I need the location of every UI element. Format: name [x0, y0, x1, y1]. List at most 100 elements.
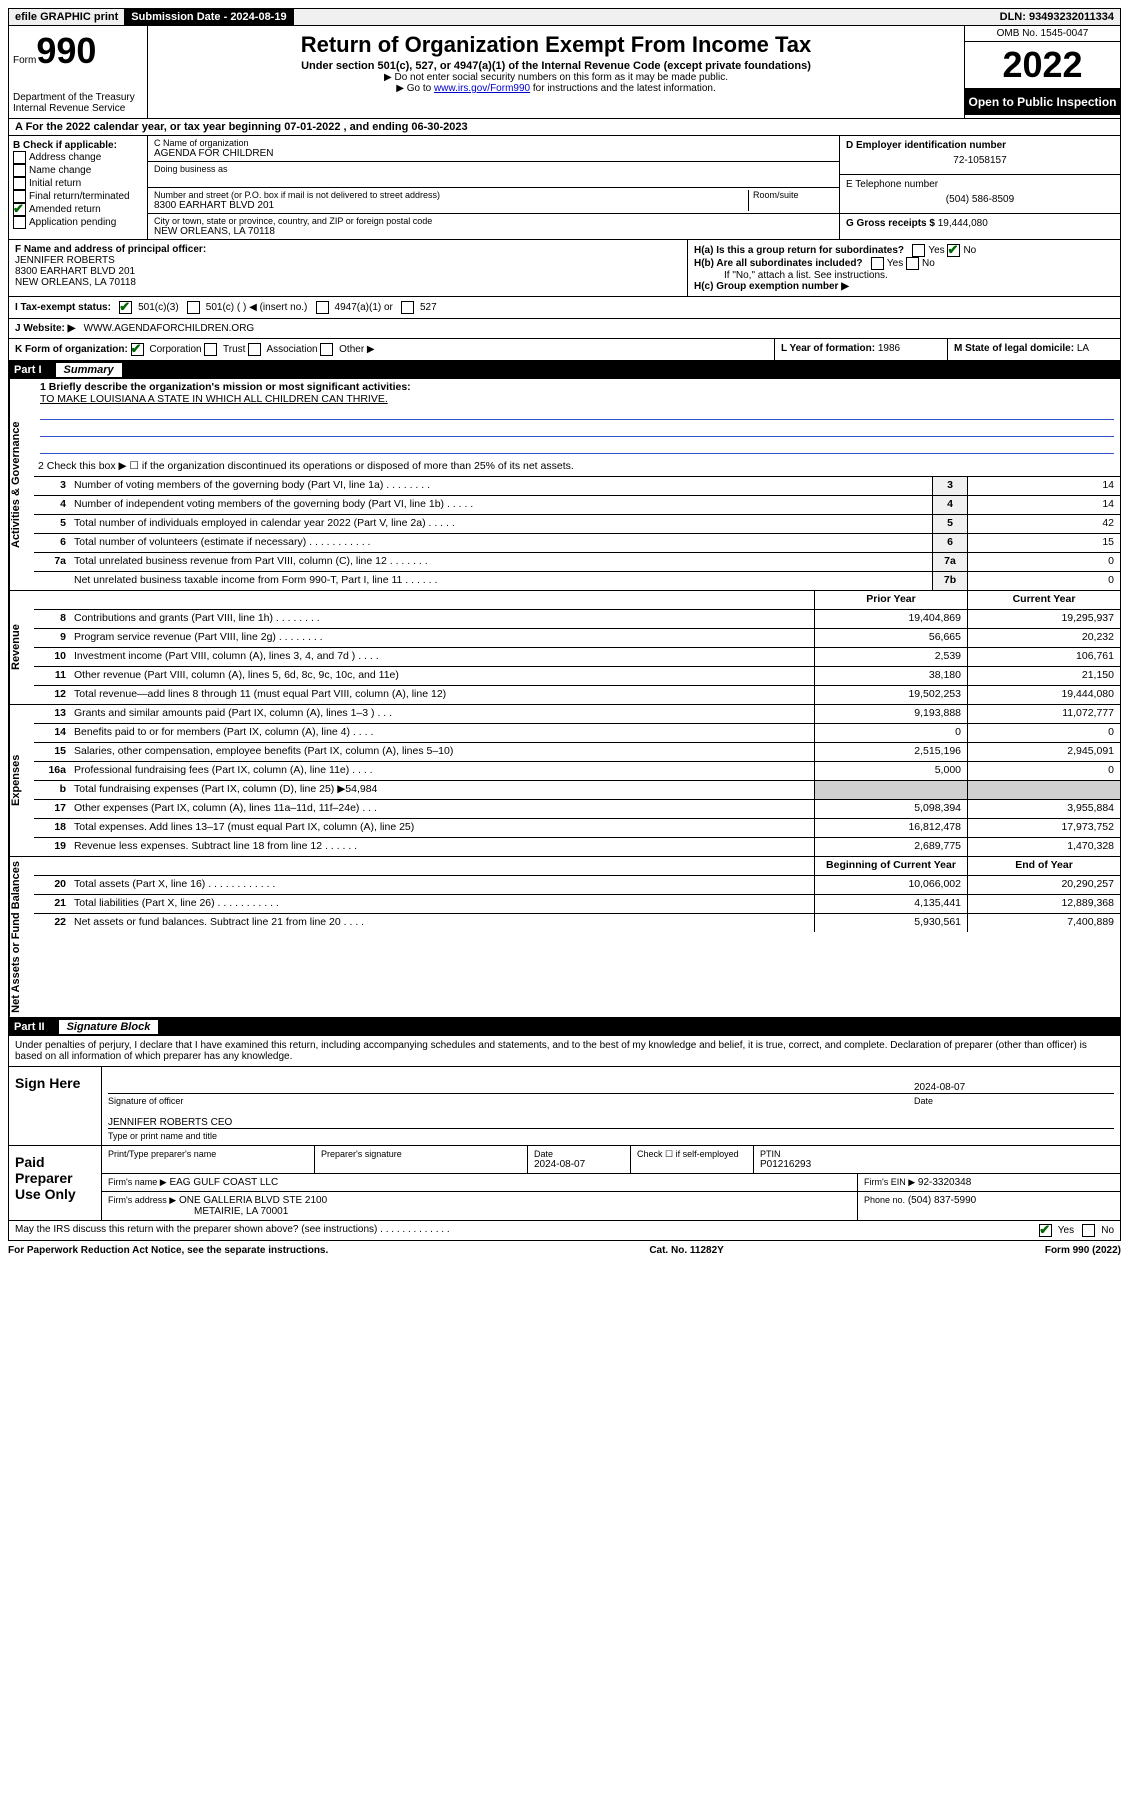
header-left: Form990 Department of the Treasury Inter… — [9, 26, 148, 118]
gov-row: 4Number of independent voting members of… — [34, 496, 1120, 515]
section-k-l-m: K Form of organization: Corporation Trus… — [8, 339, 1121, 361]
org-name: AGENDA FOR CHILDREN — [154, 148, 833, 159]
data-row: 9Program service revenue (Part VIII, lin… — [34, 629, 1120, 648]
top-bar: efile GRAPHIC print Submission Date - 20… — [8, 8, 1121, 26]
discuss-yes[interactable] — [1039, 1224, 1052, 1237]
501c[interactable] — [187, 301, 200, 314]
chk-initial[interactable]: Initial return — [13, 177, 143, 190]
ein: 72-1058157 — [846, 151, 1114, 170]
ha-yes[interactable] — [912, 244, 925, 257]
527[interactable] — [401, 301, 414, 314]
efile-label[interactable]: efile GRAPHIC print — [9, 9, 125, 25]
firm-ein: 92-3320348 — [918, 1177, 971, 1188]
mission: 1 Briefly describe the organization's mi… — [34, 379, 1120, 458]
chk-final[interactable]: Final return/terminated — [13, 190, 143, 203]
governance-block: Activities & Governance 1 Briefly descri… — [8, 379, 1121, 591]
discuss-no[interactable] — [1082, 1224, 1095, 1237]
header-center: Return of Organization Exempt From Incom… — [148, 26, 964, 118]
net-header: b Beginning of Current Year End of Year — [34, 857, 1120, 876]
website: WWW.AGENDAFORCHILDREN.ORG — [84, 323, 255, 334]
open-public: Open to Public Inspection — [965, 89, 1120, 115]
data-row: 12Total revenue—add lines 8 through 11 (… — [34, 686, 1120, 704]
chk-name[interactable]: Name change — [13, 164, 143, 177]
hb-no[interactable] — [906, 257, 919, 270]
irs-link[interactable]: www.irs.gov/Form990 — [434, 83, 530, 94]
gov-row: 6Total number of volunteers (estimate if… — [34, 534, 1120, 553]
data-row: 10Investment income (Part VIII, column (… — [34, 648, 1120, 667]
footer-right: Form 990 (2022) — [1045, 1245, 1121, 1256]
section-b-to-g: B Check if applicable: Address change Na… — [8, 136, 1121, 240]
revenue-block: Revenue b Prior Year Current Year 8Contr… — [8, 591, 1121, 705]
chk-pending[interactable]: Application pending — [13, 216, 143, 229]
net-assets-block: Net Assets or Fund Balances b Beginning … — [8, 857, 1121, 1018]
data-row: 15Salaries, other compensation, employee… — [34, 743, 1120, 762]
declaration: Under penalties of perjury, I declare th… — [9, 1036, 1120, 1066]
data-row: 22Net assets or fund balances. Subtract … — [34, 914, 1120, 932]
year-formation: 1986 — [878, 343, 900, 354]
k-other[interactable] — [320, 343, 333, 356]
subtitle: Under section 501(c), 527, or 4947(a)(1)… — [152, 60, 960, 72]
data-row: 21Total liabilities (Part X, line 26) . … — [34, 895, 1120, 914]
submission-date: Submission Date - 2024-08-19 — [125, 9, 293, 25]
ha-no[interactable] — [947, 244, 960, 257]
firm-addr: ONE GALLERIA BLVD STE 2100 — [179, 1195, 327, 1206]
dept: Department of the Treasury — [13, 92, 143, 103]
data-row: 20Total assets (Part X, line 16) . . . .… — [34, 876, 1120, 895]
section-f-h: F Name and address of principal officer:… — [8, 240, 1121, 297]
section-j: J Website: ▶ WWW.AGENDAFORCHILDREN.ORG — [8, 319, 1121, 339]
sign-here: Sign Here — [9, 1067, 102, 1145]
city: NEW ORLEANS, LA 70118 — [154, 226, 833, 237]
phone: (504) 586-8509 — [846, 190, 1114, 209]
street: 8300 EARHART BLVD 201 — [154, 200, 748, 211]
gov-row: Net unrelated business taxable income fr… — [34, 572, 1120, 590]
line-a: A For the 2022 calendar year, or tax yea… — [8, 119, 1121, 136]
data-row: 8Contributions and grants (Part VIII, li… — [34, 610, 1120, 629]
501c3[interactable] — [119, 301, 132, 314]
k-assoc[interactable] — [248, 343, 261, 356]
chk-address[interactable]: Address change — [13, 151, 143, 164]
sig-date: 2024-08-07 — [914, 1082, 1114, 1093]
data-row: 13Grants and similar amounts paid (Part … — [34, 705, 1120, 724]
gov-row: 5Total number of individuals employed in… — [34, 515, 1120, 534]
vlabel-net: Net Assets or Fund Balances — [9, 857, 34, 1017]
officer-printed: JENNIFER ROBERTS CEO — [108, 1117, 232, 1128]
k-corp[interactable] — [131, 343, 144, 356]
dln: DLN: 93493232011334 — [994, 9, 1120, 25]
k-trust[interactable] — [204, 343, 217, 356]
gross-receipts: 19,444,080 — [938, 218, 988, 229]
note1: ▶ Do not enter social security numbers o… — [152, 72, 960, 83]
signature-block: Under penalties of perjury, I declare th… — [8, 1036, 1121, 1241]
footer-left: For Paperwork Reduction Act Notice, see … — [8, 1245, 328, 1256]
data-row: 17Other expenses (Part IX, column (A), l… — [34, 800, 1120, 819]
data-row: bTotal fundraising expenses (Part IX, co… — [34, 781, 1120, 800]
firm-phone: (504) 837-5990 — [908, 1195, 976, 1206]
box-d-e-g: D Employer identification number 72-1058… — [839, 136, 1120, 239]
footer-mid: Cat. No. 11282Y — [649, 1245, 723, 1256]
omb: OMB No. 1545-0047 — [965, 26, 1120, 42]
box-c: C Name of organization AGENDA FOR CHILDR… — [148, 136, 839, 239]
4947[interactable] — [316, 301, 329, 314]
part-i-header: Part I Summary — [8, 361, 1121, 379]
vlabel-governance: Activities & Governance — [9, 379, 34, 590]
data-row: 16aProfessional fundraising fees (Part I… — [34, 762, 1120, 781]
vlabel-expenses: Expenses — [9, 705, 34, 856]
paid-preparer-table: Print/Type preparer's name Preparer's si… — [102, 1146, 1120, 1220]
form-prefix: Form — [13, 55, 36, 66]
data-row: 19Revenue less expenses. Subtract line 1… — [34, 838, 1120, 856]
ptin: P01216293 — [760, 1159, 811, 1170]
form-title: Return of Organization Exempt From Incom… — [152, 32, 960, 58]
state-domicile: LA — [1077, 343, 1089, 354]
officer-name: JENNIFER ROBERTS — [15, 255, 115, 266]
tax-year: 2022 — [965, 42, 1120, 89]
firm-name: EAG GULF COAST LLC — [169, 1177, 278, 1188]
paid-preparer-label: Paid Preparer Use Only — [9, 1146, 102, 1220]
footer: For Paperwork Reduction Act Notice, see … — [8, 1241, 1121, 1260]
form-number: 990 — [36, 30, 96, 71]
gov-row: 7aTotal unrelated business revenue from … — [34, 553, 1120, 572]
chk-amended[interactable]: Amended return — [13, 203, 143, 216]
form-header: Form990 Department of the Treasury Inter… — [8, 26, 1121, 119]
note2: ▶ Go to www.irs.gov/Form990 for instruct… — [152, 83, 960, 94]
expenses-block: Expenses 13Grants and similar amounts pa… — [8, 705, 1121, 857]
rev-header: b Prior Year Current Year — [34, 591, 1120, 610]
hb-yes[interactable] — [871, 257, 884, 270]
